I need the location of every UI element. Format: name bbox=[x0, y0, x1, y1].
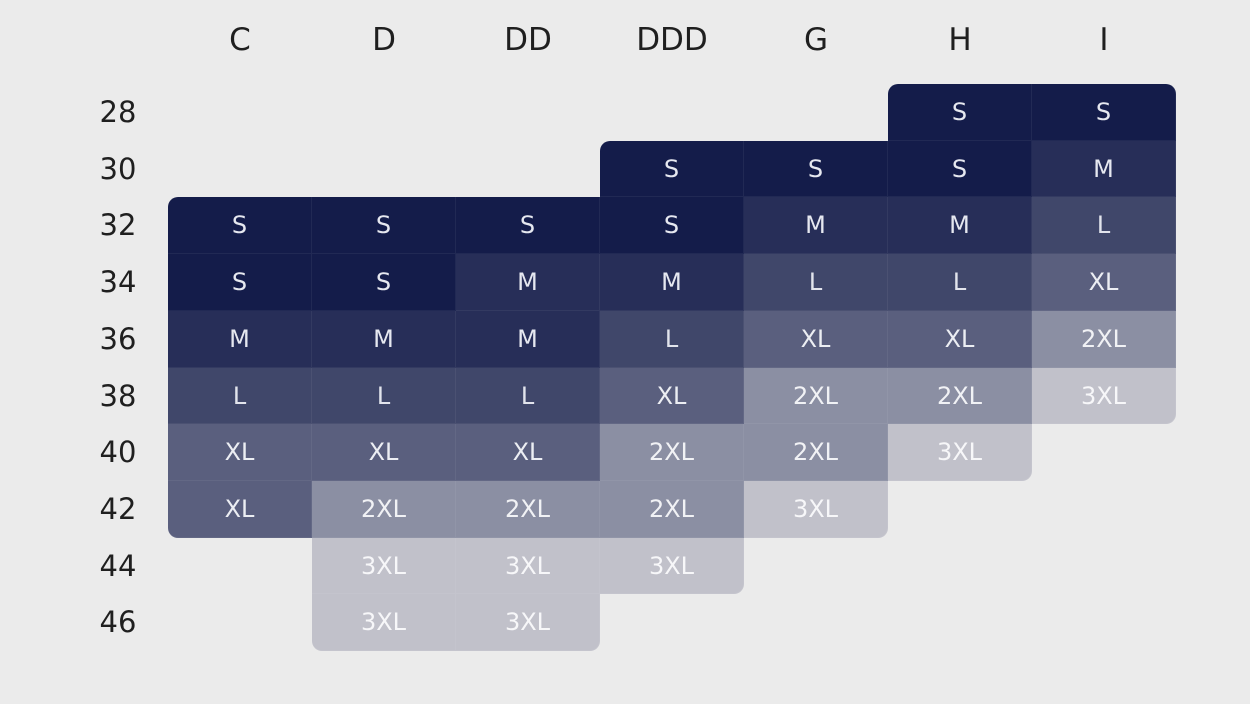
size-cell-38-c: L bbox=[168, 368, 312, 424]
size-cell-36-c: M bbox=[168, 311, 312, 368]
size-cell-38-g: 2XL bbox=[744, 368, 888, 424]
column-header-h: H bbox=[948, 22, 972, 58]
size-cell-40-g: 2XL bbox=[744, 424, 888, 481]
size-cell-32-c: S bbox=[168, 197, 312, 254]
size-cell-32-dd: S bbox=[456, 197, 600, 254]
size-cell-34-g: L bbox=[744, 254, 888, 311]
size-cell-42-dd: 2XL bbox=[456, 481, 600, 538]
column-header-d: D bbox=[372, 22, 396, 58]
size-cell-38-i: 3XL bbox=[1032, 368, 1176, 424]
size-cell-32-h: M bbox=[888, 197, 1032, 254]
row-header-38: 38 bbox=[99, 378, 137, 413]
column-header-dd: DD bbox=[504, 22, 552, 58]
size-cell-32-i: L bbox=[1032, 197, 1176, 254]
column-header-ddd: DDD bbox=[636, 22, 708, 58]
size-cell-32-ddd: S bbox=[600, 197, 744, 254]
size-cell-34-dd: M bbox=[456, 254, 600, 311]
row-header-30: 30 bbox=[99, 151, 137, 186]
size-cell-38-d: L bbox=[312, 368, 456, 424]
size-cell-36-dd: M bbox=[456, 311, 600, 368]
size-cell-36-ddd: L bbox=[600, 311, 744, 368]
size-cell-32-g: M bbox=[744, 197, 888, 254]
size-cell-38-dd: L bbox=[456, 368, 600, 424]
size-cell-46-d: 3XL bbox=[312, 594, 456, 651]
size-cell-32-d: S bbox=[312, 197, 456, 254]
size-cell-40-c: XL bbox=[168, 424, 312, 481]
size-cell-34-ddd: M bbox=[600, 254, 744, 311]
row-header-36: 36 bbox=[99, 321, 137, 356]
size-cell-30-i: M bbox=[1032, 141, 1176, 197]
size-cell-40-d: XL bbox=[312, 424, 456, 481]
row-header-32: 32 bbox=[99, 208, 137, 243]
size-cell-36-h: XL bbox=[888, 311, 1032, 368]
size-cell-34-h: L bbox=[888, 254, 1032, 311]
row-header-44: 44 bbox=[99, 548, 137, 583]
column-header-c: C bbox=[229, 22, 251, 58]
row-header-34: 34 bbox=[99, 265, 137, 300]
size-cell-40-h: 3XL bbox=[888, 424, 1032, 481]
size-cell-42-c: XL bbox=[168, 481, 312, 538]
size-cell-40-dd: XL bbox=[456, 424, 600, 481]
size-cell-42-ddd: 2XL bbox=[600, 481, 744, 538]
size-cell-46-dd: 3XL bbox=[456, 594, 600, 651]
size-cell-30-g: S bbox=[744, 141, 888, 197]
size-cell-44-ddd: 3XL bbox=[600, 538, 744, 594]
row-header-28: 28 bbox=[99, 95, 137, 129]
size-cell-40-ddd: 2XL bbox=[600, 424, 744, 481]
size-cell-34-d: S bbox=[312, 254, 456, 311]
size-cell-44-d: 3XL bbox=[312, 538, 456, 594]
size-cell-28-h: S bbox=[888, 84, 1032, 141]
size-cell-42-g: 3XL bbox=[744, 481, 888, 538]
row-header-40: 40 bbox=[99, 435, 137, 470]
row-header-46: 46 bbox=[99, 605, 137, 640]
size-cell-38-ddd: XL bbox=[600, 368, 744, 424]
row-header-42: 42 bbox=[99, 491, 137, 526]
size-cell-44-dd: 3XL bbox=[456, 538, 600, 594]
size-cell-34-c: S bbox=[168, 254, 312, 311]
size-cell-36-d: M bbox=[312, 311, 456, 368]
size-cell-28-i: S bbox=[1032, 84, 1176, 141]
size-cell-42-d: 2XL bbox=[312, 481, 456, 538]
size-cell-36-i: 2XL bbox=[1032, 311, 1176, 368]
column-header-i: I bbox=[1099, 22, 1109, 58]
size-cell-36-g: XL bbox=[744, 311, 888, 368]
size-cell-38-h: 2XL bbox=[888, 368, 1032, 424]
column-header-g: G bbox=[803, 22, 829, 58]
size-cell-34-i: XL bbox=[1032, 254, 1176, 311]
size-cell-30-h: S bbox=[888, 141, 1032, 197]
size-cell-30-ddd: S bbox=[600, 141, 744, 197]
